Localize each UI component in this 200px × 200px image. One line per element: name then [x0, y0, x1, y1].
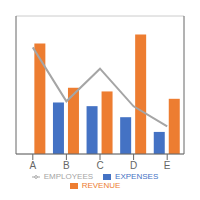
svg-text:B: B — [63, 160, 70, 171]
svg-text:A: A — [29, 160, 36, 171]
html-text:EMPLOYEES: EMPLOYEES — [43, 172, 94, 181]
html-text:REVENUE: REVENUE — [81, 181, 121, 190]
svg-text:D: D — [130, 160, 137, 171]
svg-text:E: E — [164, 160, 171, 171]
html-text:EXPENSES: EXPENSES — [115, 172, 159, 181]
svg-text:C: C — [96, 160, 103, 171]
